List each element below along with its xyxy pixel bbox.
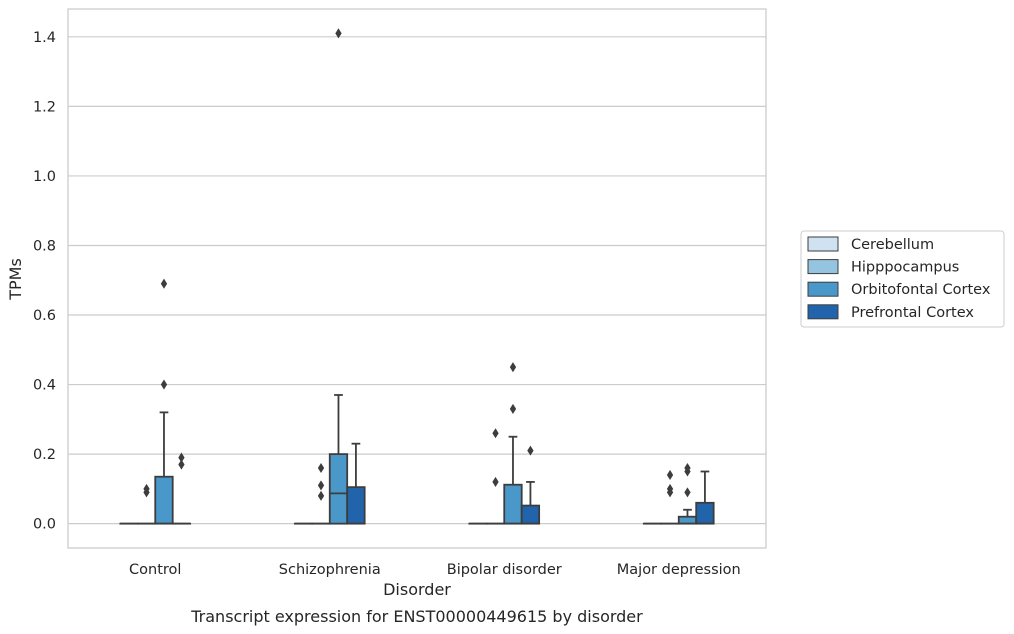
y-tick-label: 0.8 <box>33 238 56 254</box>
outlier-point <box>335 28 342 39</box>
x-tick-label: Control <box>129 562 181 578</box>
chart-caption: Transcript expression for ENST0000044961… <box>190 607 643 626</box>
box <box>154 475 174 525</box>
y-tick-label: 1.2 <box>33 99 56 115</box>
legend-swatch <box>807 259 839 275</box>
x-tick-label: Bipolar disorder <box>447 562 562 578</box>
box-prefrontal-cortex <box>346 442 366 525</box>
box-hipppocampus <box>485 428 506 525</box>
y-tick-label: 1.4 <box>33 30 56 46</box>
box-orbitofontal-cortex <box>154 278 174 525</box>
outlier-point <box>178 459 185 470</box>
x-tick-labels: Control Schizophrenia Bipolar disorder Majo… <box>129 562 741 578</box>
legend-label: Prefrontal Cortex <box>851 305 974 321</box>
legend-swatch <box>807 236 839 252</box>
legend-label: Hipppocampus <box>851 260 959 276</box>
box-prefrontal-cortex <box>695 470 715 525</box>
plot-area <box>67 8 767 549</box>
outlier-point <box>527 445 534 456</box>
box <box>520 504 541 525</box>
y-tick-label: 0.4 <box>33 378 56 394</box>
box-orbitofontal-cortex <box>328 28 349 525</box>
x-tick-label: Schizophrenia <box>279 562 381 578</box>
outlier-point <box>317 480 325 491</box>
y-tick-label: 1.0 <box>33 169 56 185</box>
y-tick-label: 0.2 <box>33 447 56 463</box>
box-prefrontal-cortex <box>520 445 541 525</box>
outlier-point <box>492 476 499 487</box>
x-tick-label: Major depression <box>617 562 741 578</box>
outlier-point <box>160 379 168 390</box>
box-orbitofontal-cortex <box>503 362 523 525</box>
legend-label: Cerebellum <box>851 237 934 253</box>
outlier-point <box>509 362 517 373</box>
gridlines <box>68 36 766 525</box>
box <box>346 486 366 525</box>
box-prefrontal-cortex <box>171 452 192 525</box>
box-orbitofontal-cortex <box>677 462 698 525</box>
box <box>677 515 698 525</box>
boxes-layer <box>119 28 715 525</box>
outlier-point <box>317 490 325 501</box>
x-axis-label: Disorder <box>383 580 451 599</box>
box-hipppocampus <box>136 483 157 525</box>
outlier-point <box>178 452 185 463</box>
legend: Cerebellum Hipppocampus Orbitofontal Corte… <box>800 230 1005 328</box>
box-hipppocampus <box>311 462 331 525</box>
legend-label: Orbitofontal Cortex <box>851 282 991 298</box>
outlier-point <box>684 487 691 498</box>
outlier-point <box>509 403 517 414</box>
outlier-point <box>492 428 499 439</box>
y-tick-labels: 0.0 0.2 0.4 0.6 0.8 1.0 1.2 1.4 <box>33 30 56 533</box>
legend-swatch <box>807 304 839 320</box>
outlier-point <box>666 487 674 498</box>
outlier-point <box>143 483 150 494</box>
legend-swatch <box>807 281 839 297</box>
outlier-point <box>160 278 168 289</box>
box-hipppocampus <box>660 469 680 525</box>
outlier-point <box>684 462 691 474</box>
outlier-point <box>317 462 325 474</box>
y-axis-label: TPMs <box>6 258 25 301</box>
outlier-point <box>666 469 674 481</box>
box <box>695 501 715 525</box>
y-tick-label: 0.6 <box>33 308 56 324</box>
box <box>503 483 523 525</box>
y-tick-label: 0.0 <box>33 517 56 533</box>
box <box>328 453 349 525</box>
legend-frame <box>800 230 1005 328</box>
